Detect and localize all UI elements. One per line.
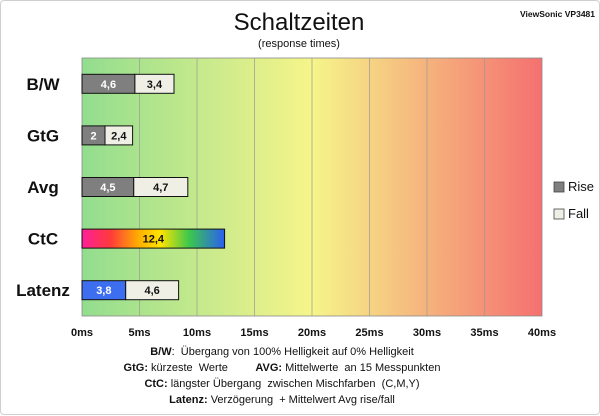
category-labels: B/W GtG Avg CtC Latenz bbox=[16, 75, 70, 300]
footnote-line: GtG: kürzeste Werte AVG: Mittelwerte an … bbox=[124, 362, 441, 374]
bar-fall-value-label: 2,4 bbox=[111, 130, 127, 142]
bar-rise-value-label: 4,5 bbox=[100, 182, 115, 194]
category-label: B/W bbox=[26, 75, 60, 94]
chart-title: Schaltzeiten bbox=[234, 9, 365, 36]
category-label: GtG bbox=[27, 126, 59, 145]
chart-subtitle: (response times) bbox=[258, 38, 340, 50]
x-tick-label: 15ms bbox=[240, 327, 268, 339]
footnote-line: CtC: längster Übergang zwischen Mischfar… bbox=[144, 378, 419, 390]
bar-fall-value-label: 4,7 bbox=[153, 182, 168, 194]
bar-rise-value-label: 4,6 bbox=[101, 79, 116, 91]
x-tick-label: 25ms bbox=[355, 327, 383, 339]
footnote-line: B/W: Übergang von 100% Helligkeit auf 0%… bbox=[150, 346, 414, 358]
bar-fall bbox=[104, 125, 134, 146]
bar-fall-value-label: 4,6 bbox=[145, 285, 160, 297]
bar-rise-value-label: 3,8 bbox=[96, 285, 111, 297]
bar-rise bbox=[81, 228, 226, 249]
gridlines bbox=[139, 58, 485, 316]
legend-fall-label: Fall bbox=[568, 206, 589, 221]
bar-fall bbox=[125, 280, 180, 301]
bar-fall-value-label: 3,4 bbox=[147, 79, 163, 91]
legend: Rise Fall bbox=[553, 179, 594, 221]
x-tick-label: 0ms bbox=[71, 327, 93, 339]
bar-rise-value-label: 2 bbox=[90, 130, 96, 142]
footnotes: B/W: Übergang von 100% Helligkeit auf 0%… bbox=[124, 346, 441, 406]
x-tick-label: 10ms bbox=[183, 327, 211, 339]
bar-fall bbox=[133, 177, 189, 197]
category-label: Latenz bbox=[16, 281, 70, 300]
bars: 4,6 3,4 2 2,4 4,5 4,7 12,4 3,8 4,6 bbox=[81, 73, 226, 301]
x-tick-label: 5ms bbox=[128, 327, 150, 339]
legend-rise-label: Rise bbox=[568, 179, 594, 194]
x-tick-labels: 0ms 5ms 10ms 15ms 20ms 25ms 30ms 35ms 40ms bbox=[71, 327, 556, 339]
x-tick-label: 35ms bbox=[470, 327, 498, 339]
legend-rise-swatch bbox=[553, 181, 565, 193]
footnote-line: Latenz: Verzögerung + Mittelwert Avg ris… bbox=[169, 394, 395, 406]
x-tick-label: 30ms bbox=[413, 327, 441, 339]
x-tick-label: 40ms bbox=[528, 327, 556, 339]
category-label: Avg bbox=[27, 178, 59, 197]
monitor-model-label: ViewSonic VP3481 bbox=[520, 9, 595, 19]
x-tick-label: 20ms bbox=[298, 327, 326, 339]
bar-rise-value-label: 12,4 bbox=[143, 234, 165, 246]
legend-fall-swatch bbox=[553, 208, 565, 220]
bar-fall bbox=[134, 73, 175, 94]
category-label: CtC bbox=[28, 230, 58, 249]
